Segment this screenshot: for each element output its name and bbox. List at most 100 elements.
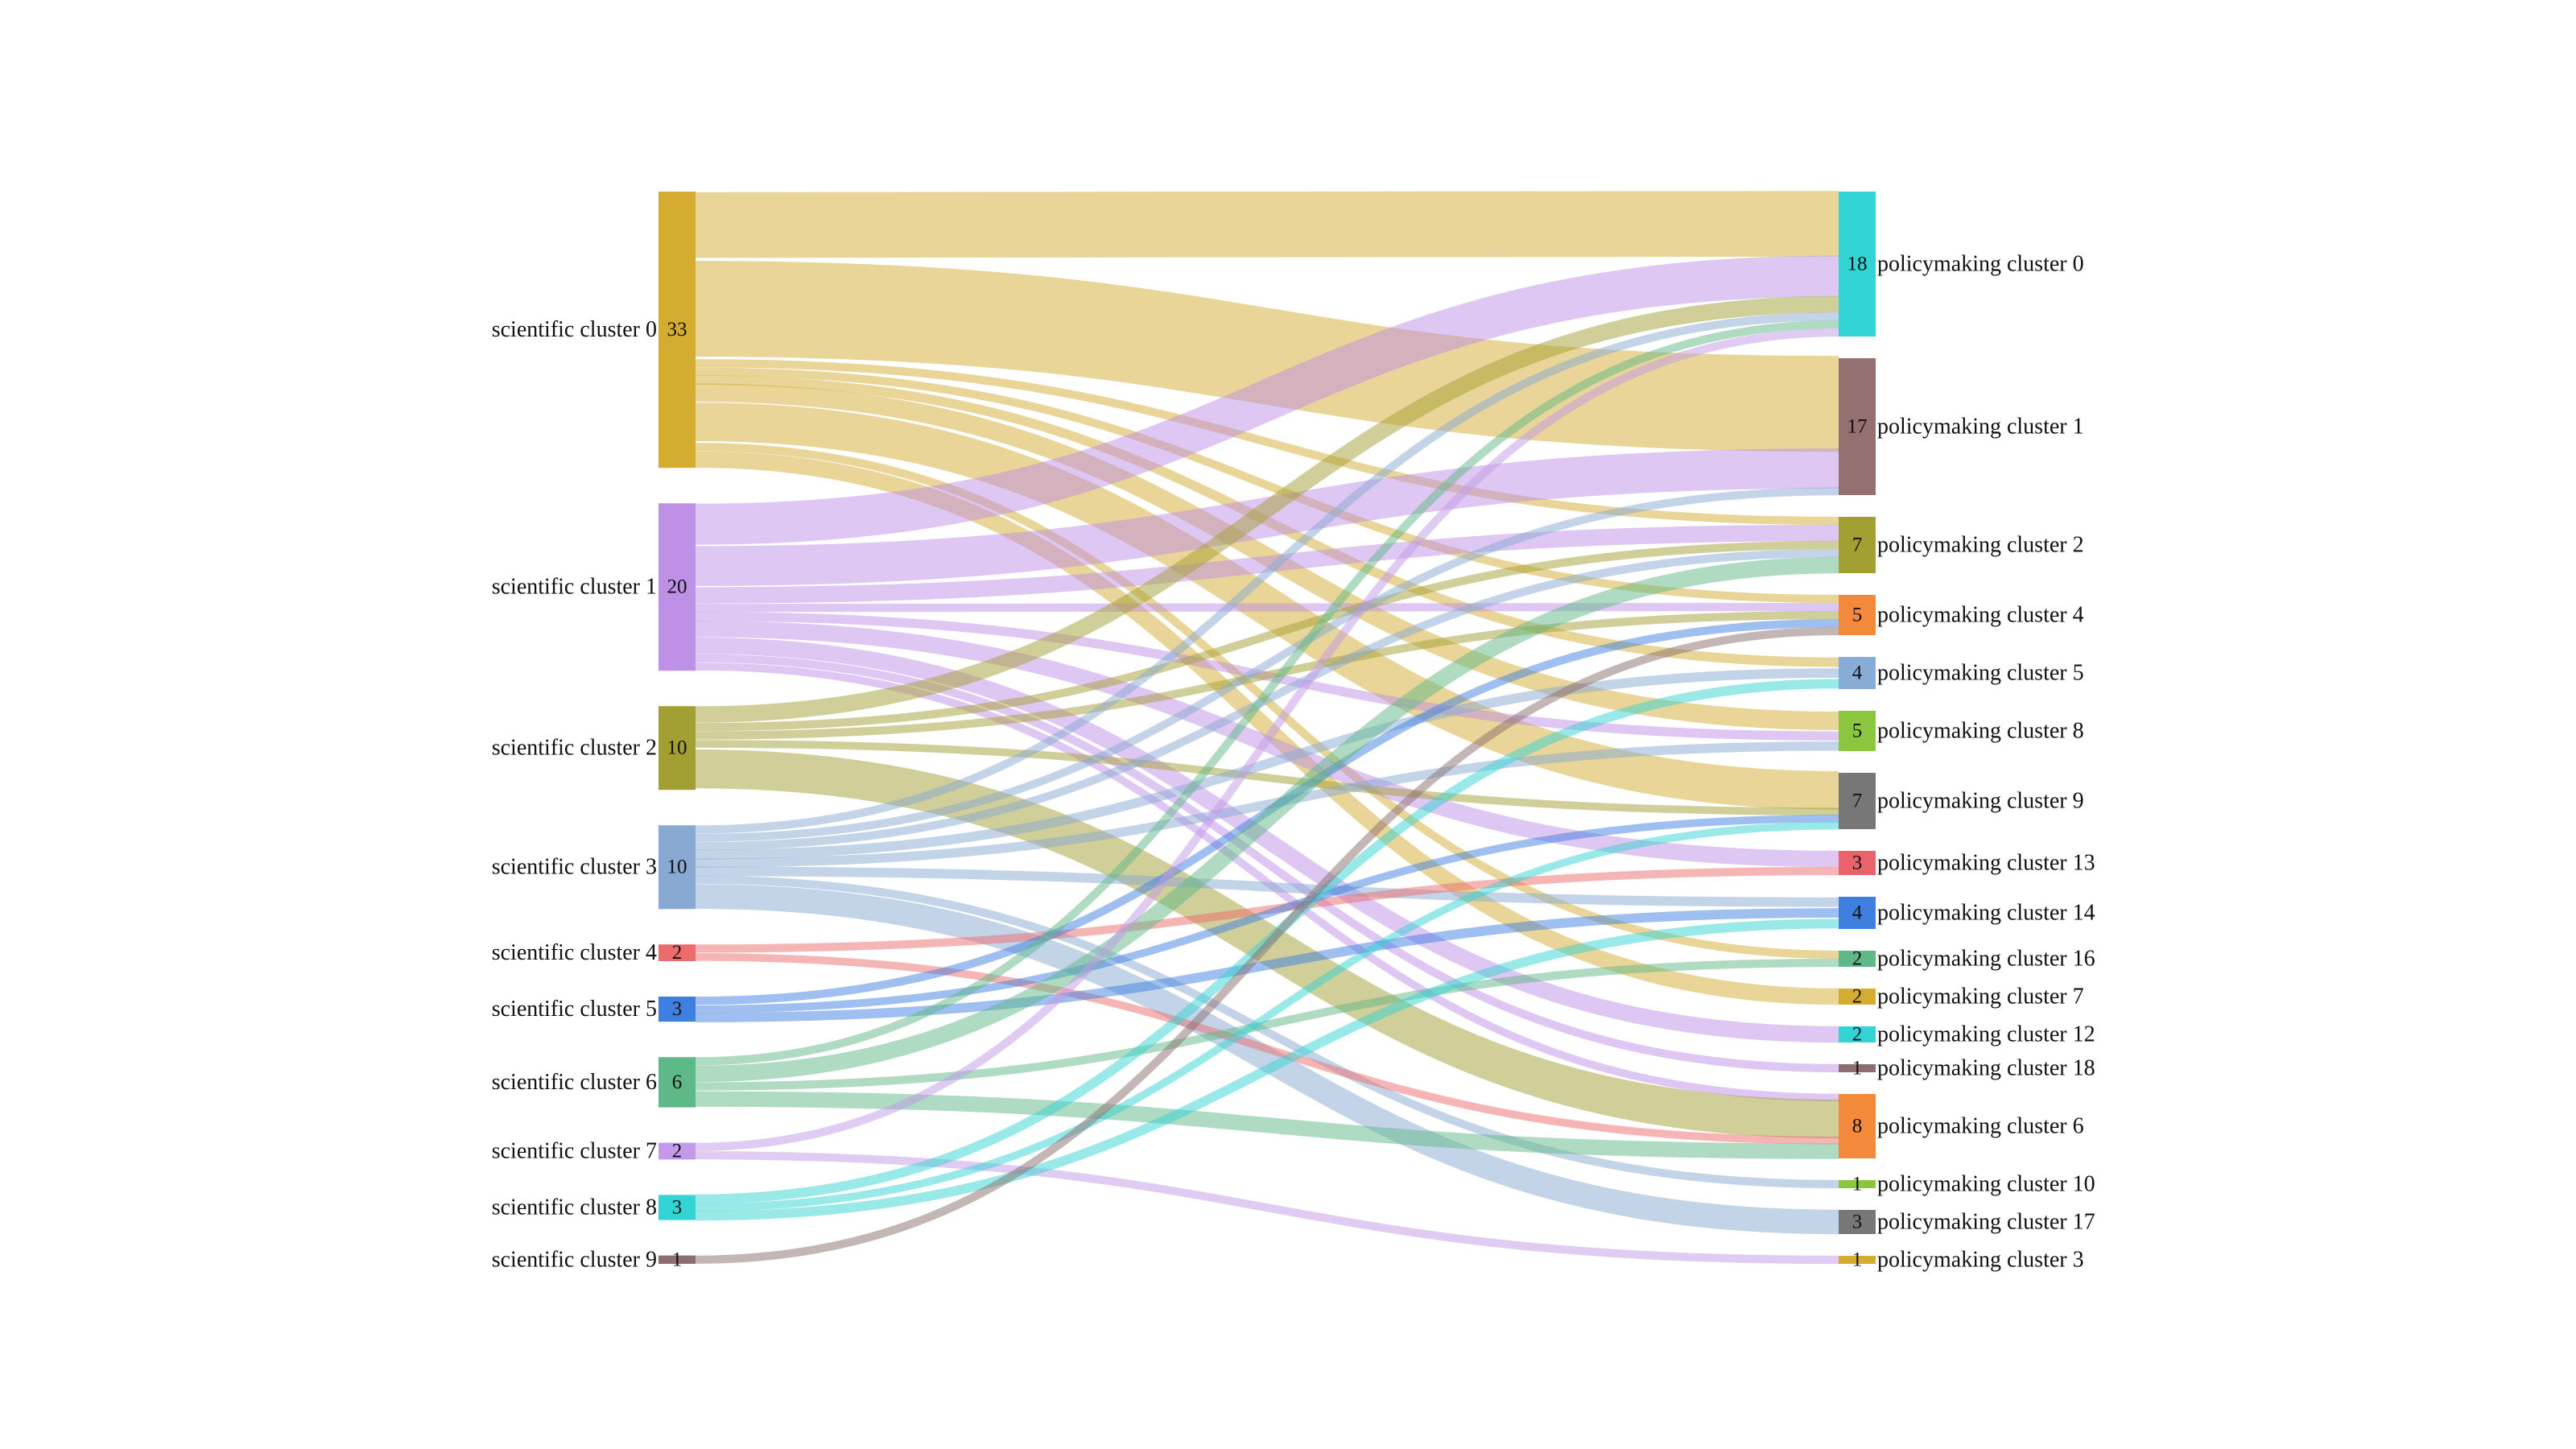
- node-value-s5: 3: [672, 998, 683, 1020]
- node-value-p3: 1: [1852, 1249, 1863, 1271]
- node-value-p8: 5: [1852, 720, 1863, 742]
- link-s3-p1: [695, 487, 1839, 842]
- node-label-s4: scientific cluster 4: [492, 940, 657, 965]
- node-p12: [1839, 1026, 1876, 1042]
- link-s3-p2: [695, 548, 1839, 851]
- node-label-p5: policymaking cluster 5: [1877, 661, 2084, 686]
- link-s5-p14: [695, 908, 1839, 1022]
- node-p5: [1839, 657, 1876, 689]
- link-s3-p10: [695, 875, 1839, 1189]
- node-s5: [658, 997, 696, 1022]
- node-s2: [658, 706, 696, 791]
- node-label-p18: policymaking cluster 18: [1877, 1056, 2095, 1081]
- link-s3-p14: [695, 866, 1839, 907]
- node-value-p5: 4: [1852, 663, 1863, 684]
- node-value-s0: 33: [667, 319, 687, 341]
- link-s3-p5: [695, 668, 1839, 860]
- link-s4-p6: [695, 952, 1839, 1145]
- node-value-s2: 10: [667, 737, 687, 759]
- node-label-p9: policymaking cluster 9: [1877, 789, 2084, 814]
- node-label-p14: policymaking cluster 14: [1877, 901, 2095, 926]
- node-value-s6: 6: [672, 1071, 683, 1093]
- node-value-s9: 1: [672, 1249, 683, 1270]
- node-p3: [1839, 1256, 1876, 1264]
- node-p4: [1839, 595, 1876, 635]
- node-value-p0: 18: [1847, 254, 1868, 275]
- link-s8-p9: [695, 821, 1839, 1212]
- node-s7: [658, 1142, 696, 1160]
- node-value-p10: 1: [1852, 1174, 1863, 1195]
- link-s1-p0: [695, 255, 1839, 545]
- node-label-p13: policymaking cluster 13: [1877, 851, 2095, 876]
- node-value-s3: 10: [667, 857, 687, 878]
- nodes-layer: [658, 192, 1876, 1264]
- node-label-s6: scientific cluster 6: [492, 1070, 657, 1095]
- node-s8: [658, 1195, 696, 1220]
- node-label-s2: scientific cluster 2: [492, 736, 657, 761]
- node-value-s4: 2: [672, 942, 683, 964]
- node-label-p4: policymaking cluster 4: [1877, 603, 2084, 628]
- link-s3-p17: [695, 884, 1839, 1235]
- link-s1-p4: [695, 602, 1839, 613]
- node-p0: [1839, 192, 1876, 336]
- node-label-p2: policymaking cluster 2: [1877, 533, 2084, 558]
- node-label-p12: policymaking cluster 12: [1877, 1022, 2095, 1047]
- link-s8-p14: [695, 919, 1839, 1221]
- node-p8: [1839, 711, 1876, 751]
- link-s3-p8: [695, 741, 1839, 868]
- node-value-p14: 4: [1852, 902, 1863, 924]
- node-value-p13: 3: [1852, 852, 1863, 874]
- link-s7-p3: [695, 1151, 1839, 1265]
- node-label-s9: scientific cluster 9: [492, 1247, 657, 1272]
- link-s0-p4: [695, 367, 1839, 604]
- node-label-s5: scientific cluster 5: [492, 997, 657, 1022]
- node-value-p12: 2: [1852, 1024, 1863, 1046]
- node-value-p16: 2: [1852, 948, 1863, 970]
- links-layer: [695, 191, 1839, 1265]
- link-s2-p4: [695, 610, 1839, 740]
- link-s1-p2: [695, 524, 1839, 604]
- link-s7-p0: [695, 328, 1839, 1151]
- node-value-s7: 2: [672, 1141, 683, 1162]
- link-s1-p12: [695, 637, 1839, 1043]
- node-p17: [1839, 1210, 1876, 1234]
- node-p7: [1839, 989, 1876, 1005]
- node-s3: [658, 825, 696, 910]
- node-value-p2: 7: [1852, 535, 1863, 556]
- node-label-p0: policymaking cluster 0: [1877, 252, 2084, 277]
- node-label-p1: policymaking cluster 1: [1877, 415, 2084, 440]
- node-p1: [1839, 358, 1876, 495]
- node-s0: [658, 192, 696, 469]
- node-label-p17: policymaking cluster 17: [1877, 1210, 2095, 1235]
- link-s0-p0: [695, 191, 1839, 258]
- node-label-p7: policymaking cluster 7: [1877, 985, 2084, 1009]
- node-p6: [1839, 1094, 1876, 1158]
- node-label-p8: policymaking cluster 8: [1877, 719, 2084, 744]
- node-p13: [1839, 851, 1876, 875]
- node-label-p3: policymaking cluster 3: [1877, 1248, 2084, 1273]
- link-s0-p1: [695, 261, 1839, 452]
- node-value-p1: 17: [1847, 416, 1868, 438]
- node-label-s3: scientific cluster 3: [492, 855, 657, 880]
- node-label-s0: scientific cluster 0: [492, 317, 657, 342]
- node-s4: [658, 944, 696, 961]
- node-value-p18: 1: [1852, 1058, 1863, 1080]
- link-s2-p9: [695, 740, 1839, 815]
- node-p18: [1839, 1064, 1876, 1072]
- node-label-s7: scientific cluster 7: [492, 1139, 657, 1164]
- node-p10: [1839, 1180, 1876, 1188]
- node-label-p6: policymaking cluster 6: [1877, 1114, 2084, 1139]
- node-label-s1: scientific cluster 1: [492, 575, 657, 600]
- link-s2-p0: [695, 295, 1839, 723]
- node-value-p7: 2: [1852, 986, 1863, 1008]
- link-s5-p9: [695, 815, 1839, 1013]
- node-p9: [1839, 773, 1876, 829]
- node-value-s1: 20: [667, 576, 687, 598]
- node-s1: [658, 503, 696, 671]
- link-s9-p4: [695, 626, 1839, 1264]
- link-s6-p0: [695, 320, 1839, 1066]
- link-s6-p2: [695, 556, 1839, 1083]
- node-p16: [1839, 951, 1876, 967]
